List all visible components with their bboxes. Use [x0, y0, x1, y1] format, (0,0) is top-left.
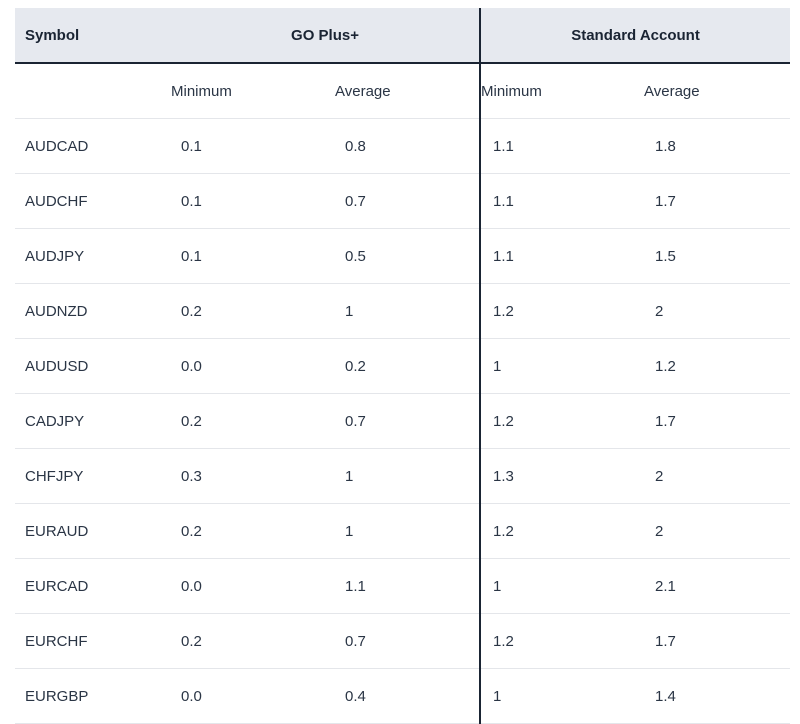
table-header: Symbol GO Plus+ Standard Account Minimum…	[15, 8, 791, 119]
go-plus-group-header: GO Plus+	[171, 8, 481, 64]
standard-minimum-cell: 1.2	[479, 283, 645, 339]
standard-average-cell: 1.2	[644, 338, 791, 394]
go-plus-average-cell: 1.1	[335, 558, 481, 614]
go-plus-average-header: Average	[335, 63, 481, 119]
symbol-cell: EURCHF	[15, 613, 171, 669]
spreads-table-container: Symbol GO Plus+ Standard Account Minimum…	[15, 8, 791, 724]
standard-minimum-cell: 1	[479, 558, 645, 614]
standard-average-cell: 1.4	[644, 668, 791, 724]
symbol-cell: AUDNZD	[15, 283, 171, 339]
go-plus-minimum-cell: 0.1	[171, 173, 335, 229]
standard-minimum-cell: 1.1	[479, 228, 645, 284]
symbol-cell: AUDCAD	[15, 118, 171, 174]
table-row: AUDJPY 0.1 0.5 1.1 1.5	[15, 228, 791, 284]
standard-average-cell: 1.5	[644, 228, 791, 284]
go-plus-average-cell: 0.7	[335, 173, 481, 229]
standard-minimum-cell: 1	[479, 668, 645, 724]
symbol-cell: AUDCHF	[15, 173, 171, 229]
symbol-column-header: Symbol	[15, 8, 171, 64]
standard-minimum-cell: 1.1	[479, 118, 645, 174]
go-plus-minimum-header: Minimum	[171, 63, 335, 119]
symbol-cell: EURAUD	[15, 503, 171, 559]
go-plus-average-cell: 0.4	[335, 668, 481, 724]
standard-average-cell: 2	[644, 503, 791, 559]
standard-minimum-cell: 1	[479, 338, 645, 394]
standard-minimum-cell: 1.2	[479, 613, 645, 669]
standard-average-header: Average	[644, 63, 791, 119]
standard-average-cell: 1.7	[644, 613, 791, 669]
table-body: AUDCAD 0.1 0.8 1.1 1.8 AUDCHF 0.1 0.7 1.1 1.7 AUDJ…	[15, 118, 791, 724]
go-plus-average-cell: 1	[335, 448, 481, 504]
table-row: CHFJPY 0.3 1 1.3 2	[15, 448, 791, 504]
go-plus-average-cell: 0.2	[335, 338, 481, 394]
standard-minimum-cell: 1.3	[479, 448, 645, 504]
symbol-cell: AUDUSD	[15, 338, 171, 394]
go-plus-average-cell: 0.8	[335, 118, 481, 174]
go-plus-minimum-cell: 0.3	[171, 448, 335, 504]
standard-average-cell: 2	[644, 448, 791, 504]
symbol-subheader-empty	[15, 63, 171, 119]
go-plus-minimum-cell: 0.2	[171, 283, 335, 339]
go-plus-minimum-cell: 0.2	[171, 613, 335, 669]
standard-account-group-header: Standard Account	[479, 8, 791, 64]
table-row: EURGBP 0.0 0.4 1 1.4	[15, 668, 791, 724]
table-row: AUDCAD 0.1 0.8 1.1 1.8	[15, 118, 791, 174]
table-row: AUDCHF 0.1 0.7 1.1 1.7	[15, 173, 791, 229]
symbol-cell: CHFJPY	[15, 448, 171, 504]
go-plus-minimum-cell: 0.0	[171, 338, 335, 394]
standard-minimum-cell: 1.1	[479, 173, 645, 229]
standard-minimum-cell: 1.2	[479, 503, 645, 559]
go-plus-minimum-cell: 0.0	[171, 558, 335, 614]
table-row: EURAUD 0.2 1 1.2 2	[15, 503, 791, 559]
go-plus-minimum-cell: 0.1	[171, 228, 335, 284]
go-plus-average-cell: 0.7	[335, 393, 481, 449]
go-plus-average-cell: 0.7	[335, 613, 481, 669]
standard-minimum-cell: 1.2	[479, 393, 645, 449]
standard-average-cell: 2	[644, 283, 791, 339]
standard-average-cell: 1.7	[644, 173, 791, 229]
go-plus-average-cell: 0.5	[335, 228, 481, 284]
symbol-cell: EURCAD	[15, 558, 171, 614]
standard-minimum-header: Minimum	[479, 63, 645, 119]
standard-average-cell: 1.8	[644, 118, 791, 174]
group-header-row: Symbol GO Plus+ Standard Account	[15, 8, 791, 64]
symbol-cell: CADJPY	[15, 393, 171, 449]
standard-average-cell: 2.1	[644, 558, 791, 614]
go-plus-minimum-cell: 0.0	[171, 668, 335, 724]
symbol-cell: EURGBP	[15, 668, 171, 724]
table-row: CADJPY 0.2 0.7 1.2 1.7	[15, 393, 791, 449]
table-row: EURCAD 0.0 1.1 1 2.1	[15, 558, 791, 614]
standard-average-cell: 1.7	[644, 393, 791, 449]
go-plus-average-cell: 1	[335, 283, 481, 339]
go-plus-minimum-cell: 0.2	[171, 503, 335, 559]
table-row: EURCHF 0.2 0.7 1.2 1.7	[15, 613, 791, 669]
spreads-table: Symbol GO Plus+ Standard Account Minimum…	[15, 8, 791, 724]
sub-header-row: Minimum Average Minimum Average	[15, 63, 791, 119]
go-plus-average-cell: 1	[335, 503, 481, 559]
go-plus-minimum-cell: 0.1	[171, 118, 335, 174]
table-row: AUDUSD 0.0 0.2 1 1.2	[15, 338, 791, 394]
table-row: AUDNZD 0.2 1 1.2 2	[15, 283, 791, 339]
symbol-cell: AUDJPY	[15, 228, 171, 284]
go-plus-minimum-cell: 0.2	[171, 393, 335, 449]
